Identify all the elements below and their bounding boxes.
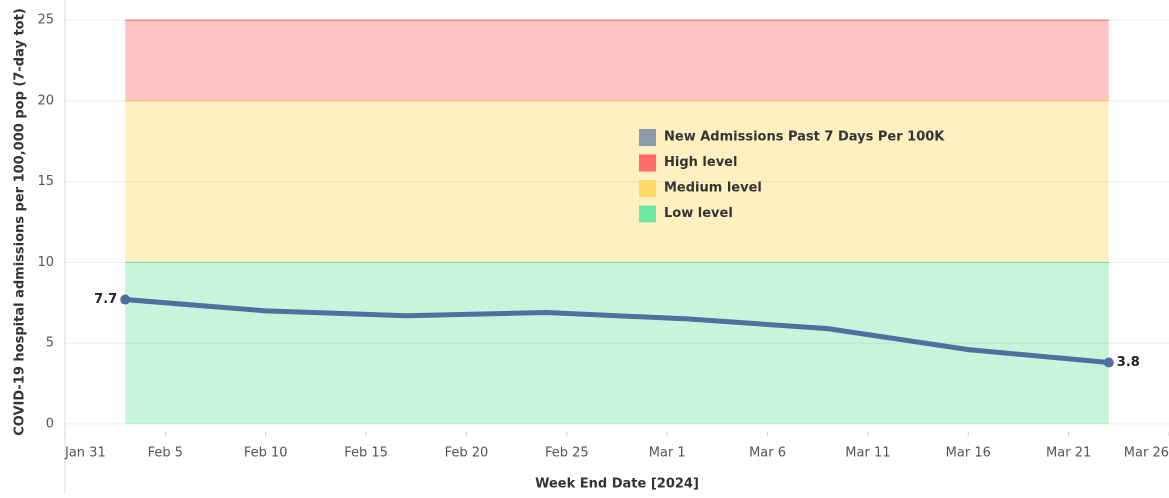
x-tick-label: Feb 5 bbox=[148, 446, 183, 461]
legend-label: Low level bbox=[664, 206, 733, 221]
legend-label: High level bbox=[664, 155, 737, 170]
y-tick-label: 15 bbox=[37, 174, 54, 189]
data-label: 7.7 bbox=[94, 292, 117, 307]
legend-swatch bbox=[639, 205, 656, 223]
x-tick-label: Jan 31 bbox=[64, 446, 106, 461]
x-tick-label: Mar 16 bbox=[946, 446, 991, 461]
x-tick-label: Feb 25 bbox=[545, 446, 589, 461]
x-tick-label: Mar 1 bbox=[649, 446, 686, 461]
y-tick-label: 25 bbox=[37, 13, 54, 28]
end-point bbox=[120, 294, 131, 305]
y-tick-label: 0 bbox=[46, 416, 54, 431]
level-band bbox=[125, 20, 1109, 101]
x-tick-label: Feb 10 bbox=[244, 446, 288, 461]
y-tick-label: 20 bbox=[37, 93, 54, 108]
x-tick-label: Mar 21 bbox=[1046, 446, 1091, 461]
x-axis-label: Week End Date [2024] bbox=[535, 477, 699, 492]
x-tick-label: Feb 20 bbox=[445, 446, 489, 461]
x-tick-label: Mar 26 bbox=[1124, 446, 1169, 461]
x-tick-label: Mar 6 bbox=[749, 446, 786, 461]
level-band bbox=[125, 100, 1109, 263]
level-band bbox=[125, 262, 1109, 424]
legend-swatch bbox=[639, 180, 656, 197]
x-tick-label: Mar 11 bbox=[845, 446, 890, 461]
end-point bbox=[1103, 357, 1114, 368]
y-tick-label: 10 bbox=[37, 255, 54, 270]
series-line bbox=[125, 297, 1110, 366]
legend-swatch bbox=[639, 154, 656, 172]
y-tick-label: 5 bbox=[46, 336, 54, 351]
legend-label: New Admissions Past 7 Days Per 100K bbox=[664, 130, 945, 145]
x-tick-label: Feb 15 bbox=[344, 446, 388, 461]
data-label: 3.8 bbox=[1117, 355, 1140, 370]
y-axis-label: COVID-19 hospital admissions per 100,000… bbox=[13, 8, 28, 436]
legend-label: Medium level bbox=[664, 181, 762, 196]
legend-swatch bbox=[639, 129, 656, 146]
